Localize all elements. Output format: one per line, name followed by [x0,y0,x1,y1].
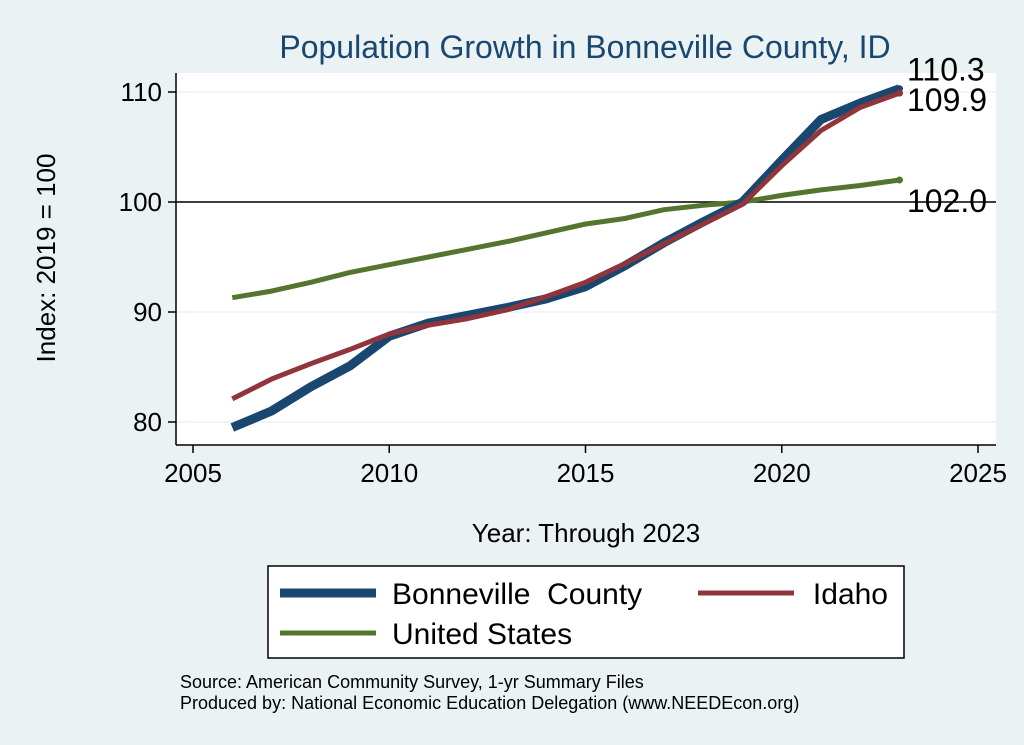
x-tick-label-2020: 2020 [753,458,811,488]
series-line-bonneville-county [230,84,902,432]
series-line-united-states [231,177,900,301]
end-label-united-states: 102.0 [907,183,987,219]
legend: Bonneville County Idaho United States [267,565,905,659]
series-line-idaho [231,90,901,402]
x-tick-label-2005: 2005 [164,458,222,488]
series-endpoint-idaho [896,89,903,97]
legend-label-bonneville: Bonneville County [392,578,642,611]
x-tick-label-2010: 2010 [360,458,418,488]
x-tick-label-2025: 2025 [949,458,1007,488]
legend-label-idaho: Idaho [813,578,888,611]
produced-by-line: Produced by: National Economic Education… [180,693,799,713]
source-line: Source: American Community Survey, 1-yr … [180,672,644,692]
y-tick-label-90: 90 [133,297,162,327]
y-axis-title: Index: 2019 = 100 [31,154,61,363]
y-tick-label-80: 80 [133,407,162,437]
chart-title: Population Growth in Bonneville County, … [279,29,890,65]
legend-box [267,565,905,659]
x-tick-label-2015: 2015 [557,458,615,488]
y-tick-label-100: 100 [119,187,162,217]
series-endpoint-united-states [896,176,903,184]
axes: 80 90 100 110 2005 2010 2015 2020 2025 [119,73,1007,488]
series-lines [230,84,903,432]
x-axis-title: Year: Through 2023 [472,518,700,548]
legend-label-united-states: United States [392,618,572,651]
end-label-idaho: 109.9 [907,82,987,118]
y-tick-label-110: 110 [121,77,162,107]
end-label-bonneville-county: 110.3 [907,52,985,88]
